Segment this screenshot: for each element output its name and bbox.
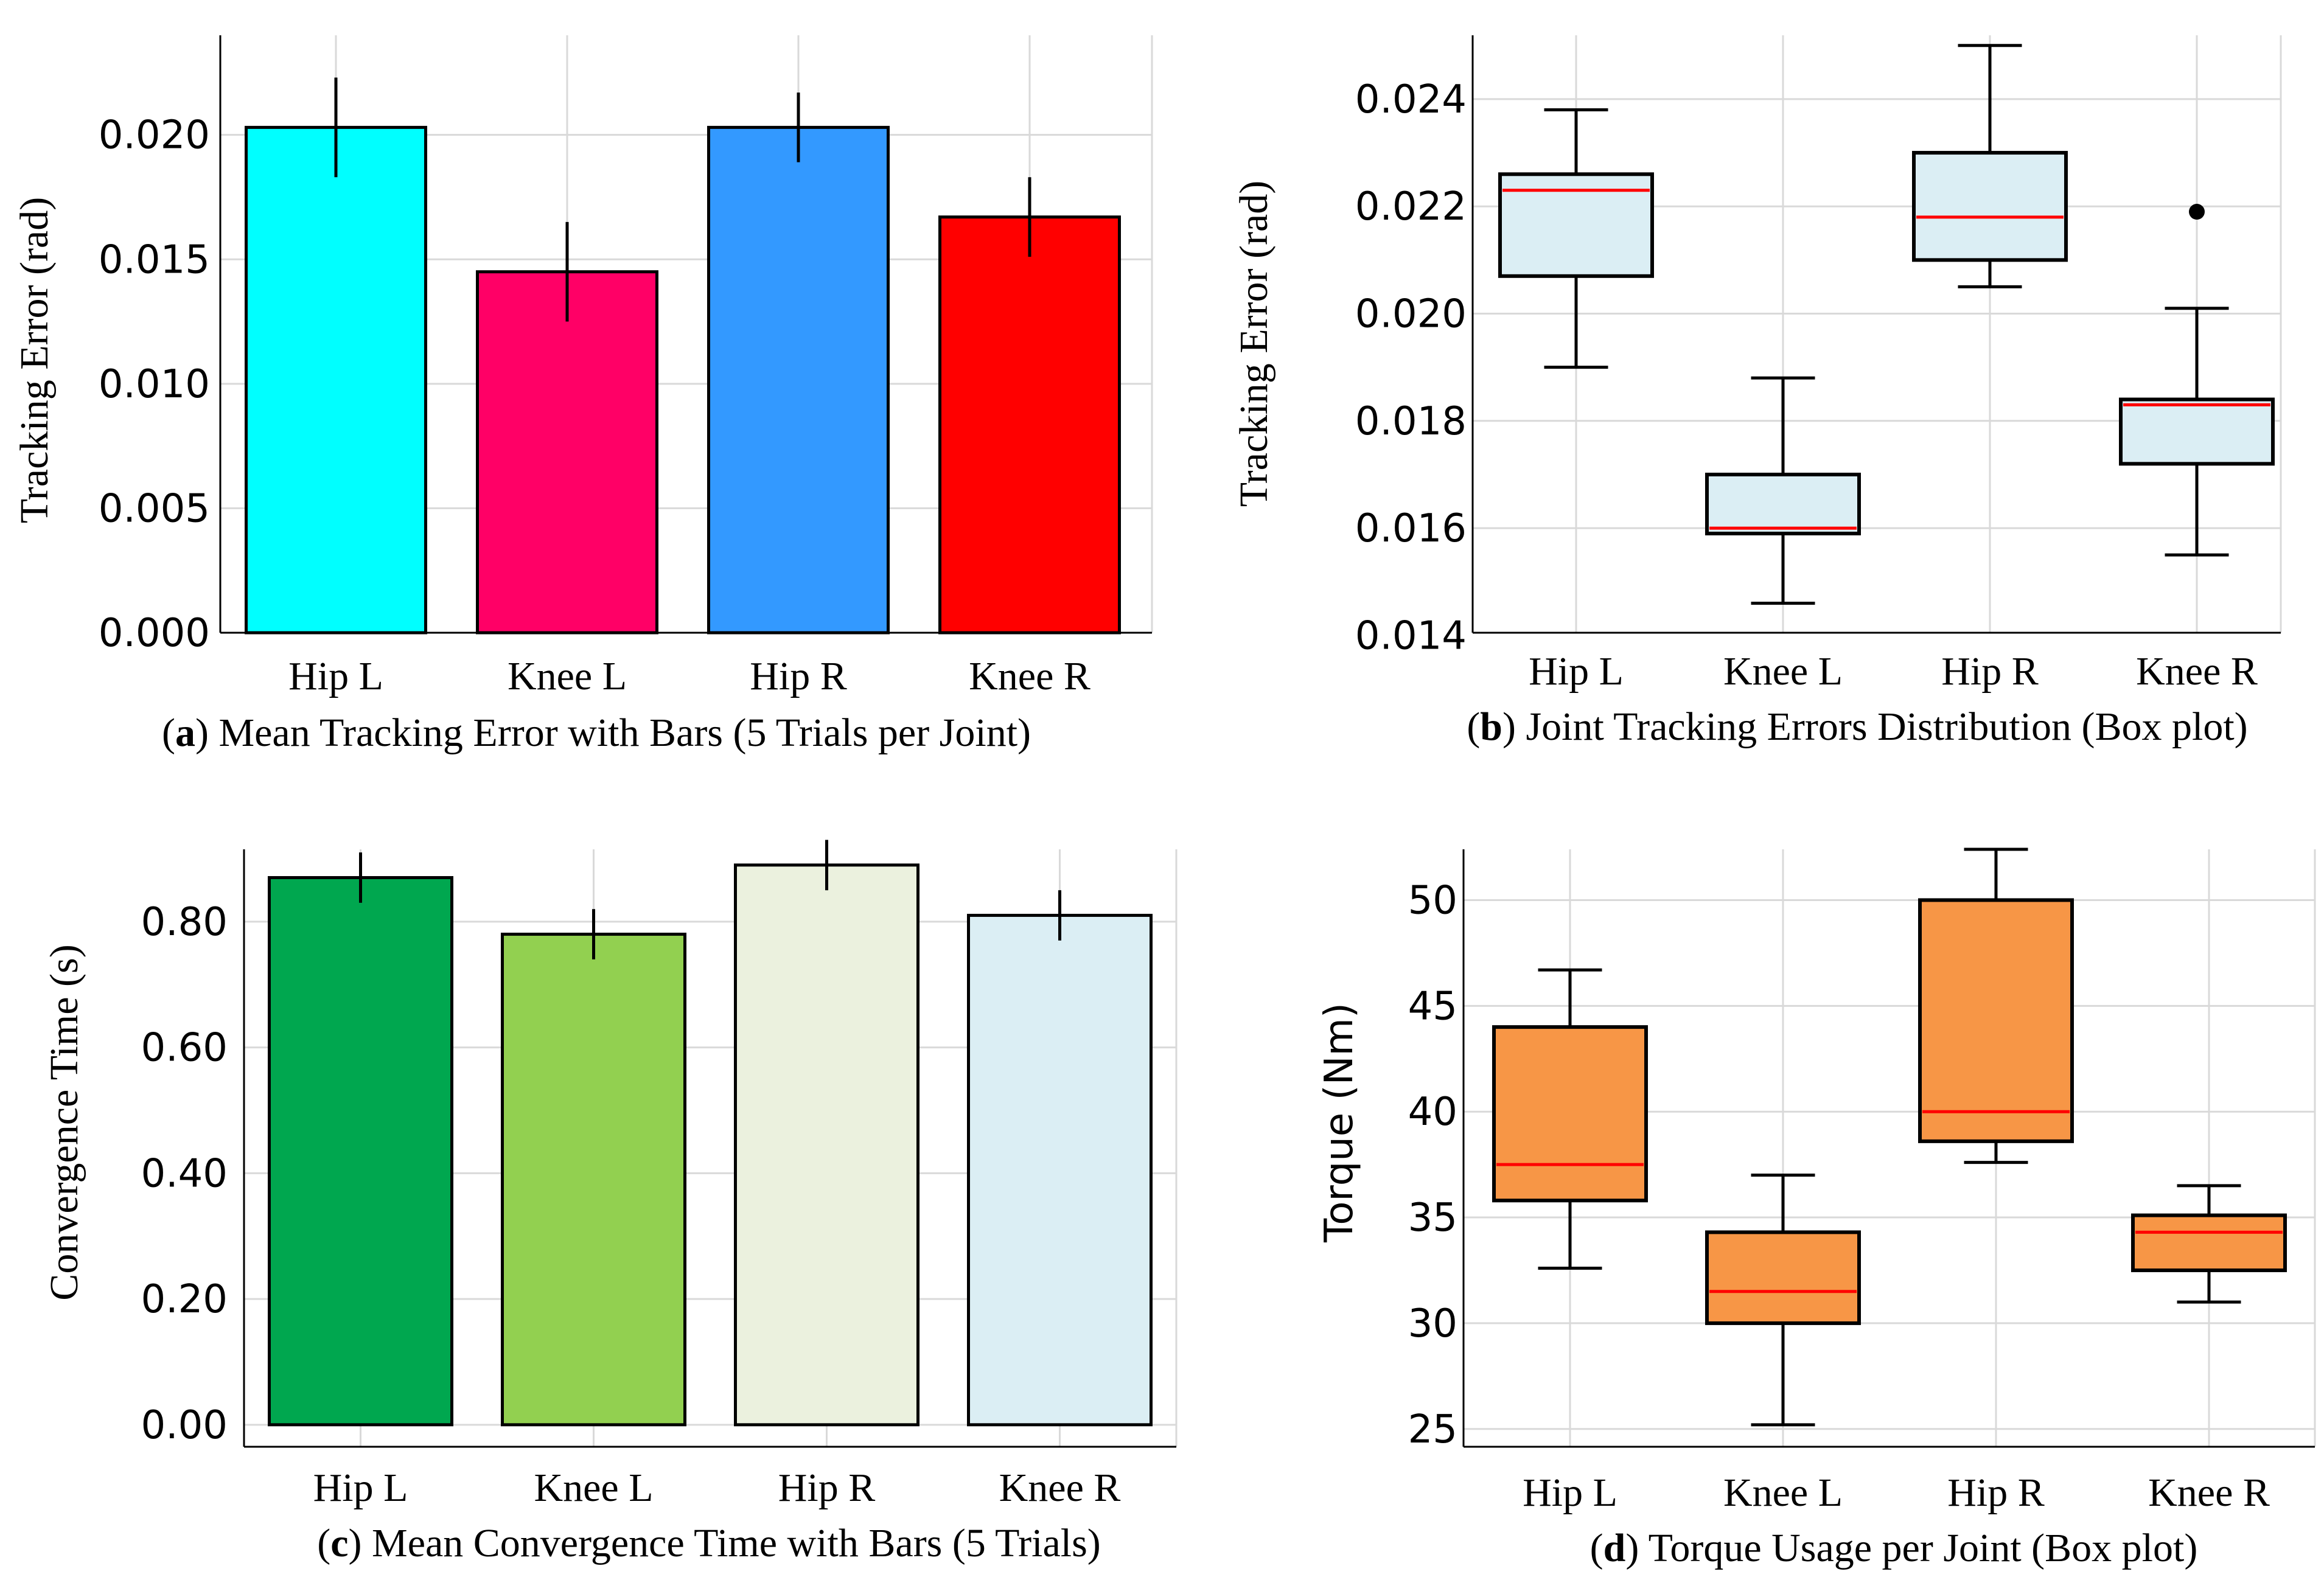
ytick-label-b-1: 0.016: [1355, 506, 1467, 551]
box-d-3: [2131, 1213, 2287, 1272]
ytick-label-b-3: 0.020: [1355, 292, 1467, 337]
bar-a-2: [707, 125, 890, 635]
caption-text-a: Mean Tracking Error with Bars (5 Trials …: [209, 711, 1031, 755]
bar-c-0: [268, 876, 453, 1427]
bar-a-3: [938, 215, 1121, 635]
caption-letter-c: c: [330, 1521, 348, 1565]
bar-a-0: [245, 125, 427, 635]
box-d-2: [1918, 898, 2074, 1143]
xtick-label-a-2: Hip R: [750, 654, 847, 698]
xtick-label-b-0: Hip L: [1529, 649, 1624, 694]
ytick-label-a-3: 0.015: [99, 237, 210, 282]
panel-d-box-plot: 25 30 35 40 45 50 Hip L Knee L Hip R Knee R Torqu…: [1317, 847, 2316, 1570]
caption-b: (b) Joint Tracking Errors Distribution (…: [1467, 705, 2247, 749]
ylabel-b: Tracking Error (rad): [1232, 181, 1276, 507]
ytick-label-c-1: 0.20: [141, 1277, 228, 1322]
ytick-label-c-0: 0.00: [141, 1403, 228, 1448]
ytick-label-d-2: 35: [1408, 1195, 1457, 1241]
caption-text-c: Mean Convergence Time with Bars (5 Trial…: [362, 1521, 1101, 1565]
box-d-0: [1492, 1025, 1648, 1203]
box-b-2: [1912, 151, 2068, 262]
box-d-1: [1705, 1230, 1861, 1325]
plot-area-b: 0.014 0.016 0.018 0.020 0.022 0.024 Hip L Knee …: [1355, 35, 2282, 694]
caption-letter-d: d: [1603, 1526, 1626, 1570]
caption-a: (a) Mean Tracking Error with Bars (5 Tri…: [162, 711, 1031, 755]
xtick-label-a-0: Hip L: [288, 654, 383, 698]
bar-c-2: [734, 863, 919, 1427]
plot-area-c: 0.00 0.20 0.40 0.60 0.80 Hip L Knee L Hip R Knee…: [141, 840, 1178, 1510]
ytick-label-d-3: 40: [1408, 1090, 1457, 1135]
panel-b-box-plot: 0.014 0.016 0.018 0.020 0.022 0.024 Hip L Knee …: [1232, 35, 2282, 749]
xtick-label-a-3: Knee R: [969, 654, 1090, 698]
xtick-label-c-2: Hip R: [778, 1466, 876, 1510]
caption-d: (d) Torque Usage per Joint (Box plot): [1590, 1526, 2198, 1570]
ytick-label-b-2: 0.018: [1355, 399, 1467, 444]
caption-text-d: Torque Usage per Joint (Box plot): [1639, 1526, 2197, 1570]
xtick-label-c-1: Knee L: [534, 1466, 653, 1510]
xtick-label-d-1: Knee L: [1723, 1470, 1843, 1515]
xtick-label-b-3: Knee R: [2136, 649, 2258, 694]
ytick-label-a-4: 0.020: [99, 113, 210, 158]
ytick-label-c-4: 0.80: [141, 900, 228, 945]
ytick-label-a-2: 0.010: [99, 362, 210, 407]
ytick-label-d-4: 45: [1408, 984, 1457, 1029]
ytick-label-a-0: 0.000: [99, 611, 210, 656]
ylabel-d: Torque (Nm): [1317, 1003, 1362, 1243]
xtick-label-d-3: Knee R: [2148, 1470, 2270, 1515]
xtick-label-b-2: Hip R: [1941, 649, 2039, 694]
xtick-label-b-1: Knee L: [1723, 649, 1843, 694]
flier-b-3-0: [2189, 204, 2205, 220]
ylabel-c: Convergence Time (s): [42, 944, 86, 1300]
caption-letter-b: b: [1480, 705, 1502, 749]
ytick-label-d-1: 30: [1408, 1301, 1457, 1346]
ytick-label-c-3: 0.60: [141, 1026, 228, 1071]
bar-c-3: [967, 914, 1153, 1427]
ytick-label-d-0: 25: [1408, 1407, 1457, 1452]
ylabel-a: Tracking Error (rad): [12, 197, 57, 523]
box-b-3: [2119, 397, 2275, 466]
xtick-label-d-2: Hip R: [1947, 1470, 2045, 1515]
xtick-label-d-0: Hip L: [1523, 1470, 1617, 1515]
ytick-label-b-5: 0.024: [1355, 77, 1467, 122]
panel-a-bar-chart: 0.000 0.005 0.010 0.015 0.020 Hip L Knee L Hip …: [12, 35, 1153, 755]
ytick-label-a-1: 0.005: [99, 486, 210, 531]
ytick-label-b-0: 0.014: [1355, 613, 1467, 658]
caption-text-b: Joint Tracking Errors Distribution (Box …: [1516, 705, 2248, 749]
panel-c-bar-chart: 0.00 0.20 0.40 0.60 0.80 Hip L Knee L Hip R Knee…: [42, 840, 1178, 1565]
xtick-label-c-3: Knee R: [999, 1466, 1121, 1510]
bar-c-1: [501, 933, 686, 1427]
ytick-label-c-2: 0.40: [141, 1151, 228, 1196]
plot-area-a: 0.000 0.005 0.010 0.015 0.020 Hip L Knee L Hip …: [99, 35, 1153, 698]
plot-area-d: 25 30 35 40 45 50 Hip L Knee L Hip R Knee R: [1408, 847, 2316, 1515]
ytick-label-b-4: 0.022: [1355, 184, 1467, 229]
xtick-label-c-0: Hip L: [313, 1466, 408, 1510]
ytick-label-d-5: 50: [1408, 878, 1457, 923]
caption-c: (c) Mean Convergence Time with Bars (5 T…: [317, 1521, 1101, 1565]
bar-a-1: [476, 270, 658, 635]
box-b-1: [1705, 472, 1861, 535]
caption-letter-a: a: [175, 711, 195, 755]
xtick-label-a-1: Knee L: [508, 654, 627, 698]
